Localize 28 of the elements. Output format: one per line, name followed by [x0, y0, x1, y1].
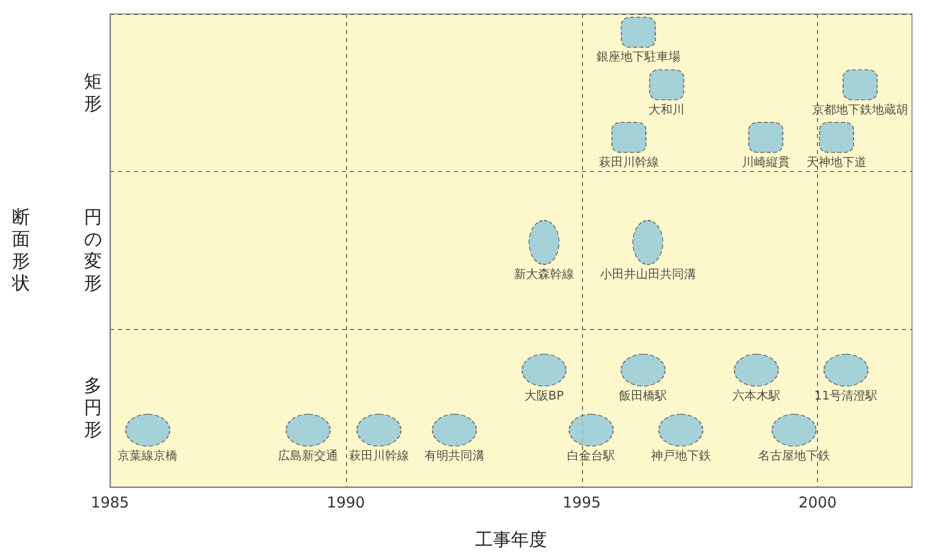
- series-label: 白金台駅: [567, 448, 616, 463]
- series-label: 名古屋地下鉄: [758, 448, 830, 463]
- y-tick-label: 円の変形: [84, 207, 102, 294]
- series-label: 有明共同溝: [424, 448, 484, 463]
- x-tick-label: 1995: [562, 494, 601, 512]
- series-label: 新大森幹線: [514, 267, 574, 282]
- series-label: 大阪BP: [524, 388, 564, 403]
- series-label: 京都地下鉄地蔵胡: [812, 102, 908, 116]
- x-tick-label: 2000: [798, 494, 837, 512]
- series-label: 小田井山田共同溝: [600, 267, 696, 282]
- series-label: 天神地下道: [806, 154, 867, 169]
- x-tick-label: 1990: [326, 494, 365, 512]
- series-label: 大和川: [648, 102, 685, 116]
- series-label: 京葉線京橋: [118, 448, 178, 463]
- series-label: 飯田橋駅: [619, 388, 668, 403]
- y-axis-title: 断面形状: [11, 207, 30, 294]
- series-label: 川崎縦貫: [742, 154, 790, 169]
- series-label: 六本木駅: [732, 388, 780, 403]
- y-tick-label: 多円形: [84, 376, 102, 441]
- x-tick-label: 1985: [90, 494, 130, 512]
- y-tick-label: 矩形: [84, 71, 102, 114]
- x-axis-title: 工事年度: [475, 530, 547, 550]
- series-label: 萩田川幹線: [598, 154, 659, 169]
- series-label: 11号清澄駅: [814, 388, 878, 403]
- series-label: 銀座地下駐車場: [596, 50, 680, 64]
- series-label: 萩田川幹線: [348, 448, 409, 463]
- series-label: 広島新交通: [278, 448, 338, 463]
- series-label: 神戸地下鉄: [650, 448, 711, 463]
